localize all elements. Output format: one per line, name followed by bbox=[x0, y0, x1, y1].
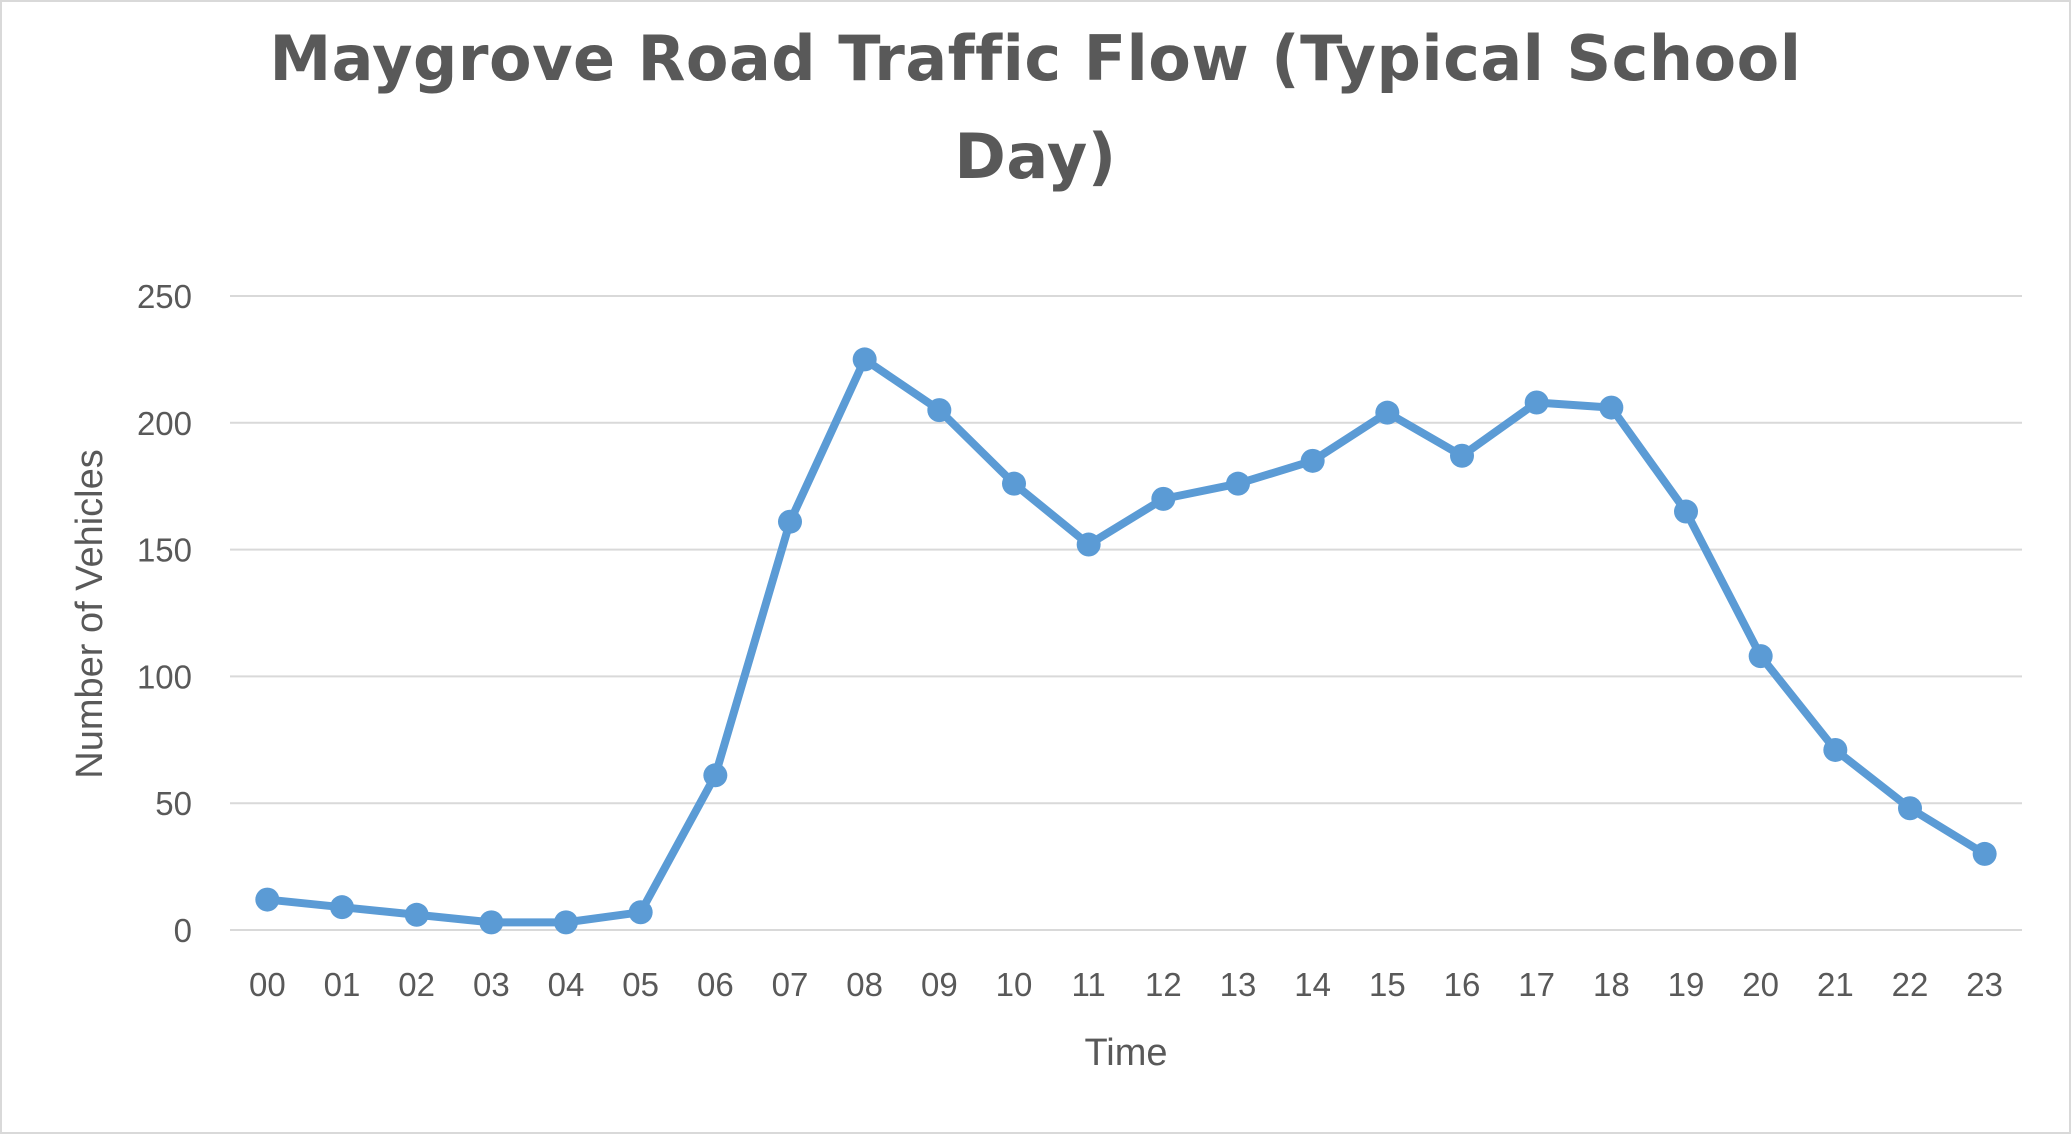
x-tick-label: 06 bbox=[697, 966, 734, 1003]
y-tick-label: 50 bbox=[155, 785, 192, 822]
x-tick-label: 12 bbox=[1145, 966, 1182, 1003]
data-point-07 bbox=[778, 509, 802, 534]
data-point-17 bbox=[1524, 390, 1549, 415]
data-point-15 bbox=[1375, 400, 1400, 425]
series-line bbox=[263, 355, 1989, 927]
gridlines bbox=[230, 295, 2022, 931]
data-point-19 bbox=[1674, 499, 1698, 524]
x-tick-label: 03 bbox=[473, 966, 510, 1003]
x-tick-label: 08 bbox=[846, 966, 883, 1003]
x-tick-label: 16 bbox=[1444, 966, 1481, 1003]
data-point-11 bbox=[1076, 532, 1101, 557]
data-point-01 bbox=[330, 895, 354, 920]
y-axis-title: Number of Vehicles bbox=[69, 449, 111, 779]
y-tick-label: 250 bbox=[137, 278, 192, 315]
series-traffic bbox=[255, 347, 1997, 935]
x-tick-label: 07 bbox=[772, 966, 809, 1003]
data-point-22 bbox=[1898, 796, 1922, 821]
x-axis-title: Time bbox=[1084, 1032, 1167, 1074]
data-point-08 bbox=[852, 347, 877, 372]
data-point-14 bbox=[1300, 448, 1325, 473]
x-tick-label: 11 bbox=[1072, 966, 1106, 1003]
x-tick-label: 17 bbox=[1518, 966, 1555, 1003]
y-axis-ticks: 0 50 100 150 200 250 bbox=[137, 278, 192, 949]
data-point-00 bbox=[255, 887, 280, 912]
data-point-10 bbox=[1002, 471, 1026, 496]
y-tick-label: 150 bbox=[137, 532, 192, 569]
x-tick-label: 09 bbox=[921, 966, 958, 1003]
data-point-12 bbox=[1151, 486, 1176, 511]
data-point-06 bbox=[703, 763, 728, 788]
x-tick-label: 13 bbox=[1220, 966, 1257, 1003]
data-point-16 bbox=[1450, 443, 1474, 468]
x-tick-label: 18 bbox=[1593, 966, 1630, 1003]
y-tick-label: 100 bbox=[137, 658, 192, 695]
data-point-20 bbox=[1748, 644, 1773, 669]
data-point-05 bbox=[628, 900, 653, 925]
x-tick-label: 14 bbox=[1294, 966, 1331, 1003]
x-tick-label: 15 bbox=[1369, 966, 1406, 1003]
chart-title-line-1: Maygrove Road Traffic Flow (Typical Scho… bbox=[269, 22, 1802, 95]
y-tick-label: 200 bbox=[137, 405, 192, 442]
x-tick-label: 19 bbox=[1668, 966, 1705, 1003]
x-tick-label: 20 bbox=[1742, 966, 1779, 1003]
data-point-21 bbox=[1823, 737, 1848, 762]
data-point-23 bbox=[1972, 841, 1997, 866]
y-tick-label: 0 bbox=[174, 912, 192, 949]
data-point-04 bbox=[554, 910, 578, 935]
x-tick-label: 21 bbox=[1817, 966, 1854, 1003]
data-point-18 bbox=[1599, 395, 1624, 420]
x-axis-ticks: 00 01 02 03 04 05 06 07 08 09 10 11 12 13 14 15 16 17 18 19… bbox=[249, 966, 2003, 1003]
x-tick-label: 22 bbox=[1892, 966, 1929, 1003]
x-tick-label: 10 bbox=[996, 966, 1033, 1003]
x-tick-label: 04 bbox=[548, 966, 585, 1003]
data-point-02 bbox=[404, 902, 429, 927]
data-point-09 bbox=[927, 398, 952, 423]
x-tick-label: 05 bbox=[622, 966, 659, 1003]
x-tick-label: 23 bbox=[1966, 966, 2003, 1003]
x-tick-label: 01 bbox=[324, 966, 361, 1003]
chart-title-line-2: Day) bbox=[954, 120, 1117, 193]
data-point-13 bbox=[1226, 471, 1250, 496]
x-tick-label: 00 bbox=[249, 966, 286, 1003]
data-point-03 bbox=[479, 910, 504, 935]
x-tick-label: 02 bbox=[398, 966, 435, 1003]
